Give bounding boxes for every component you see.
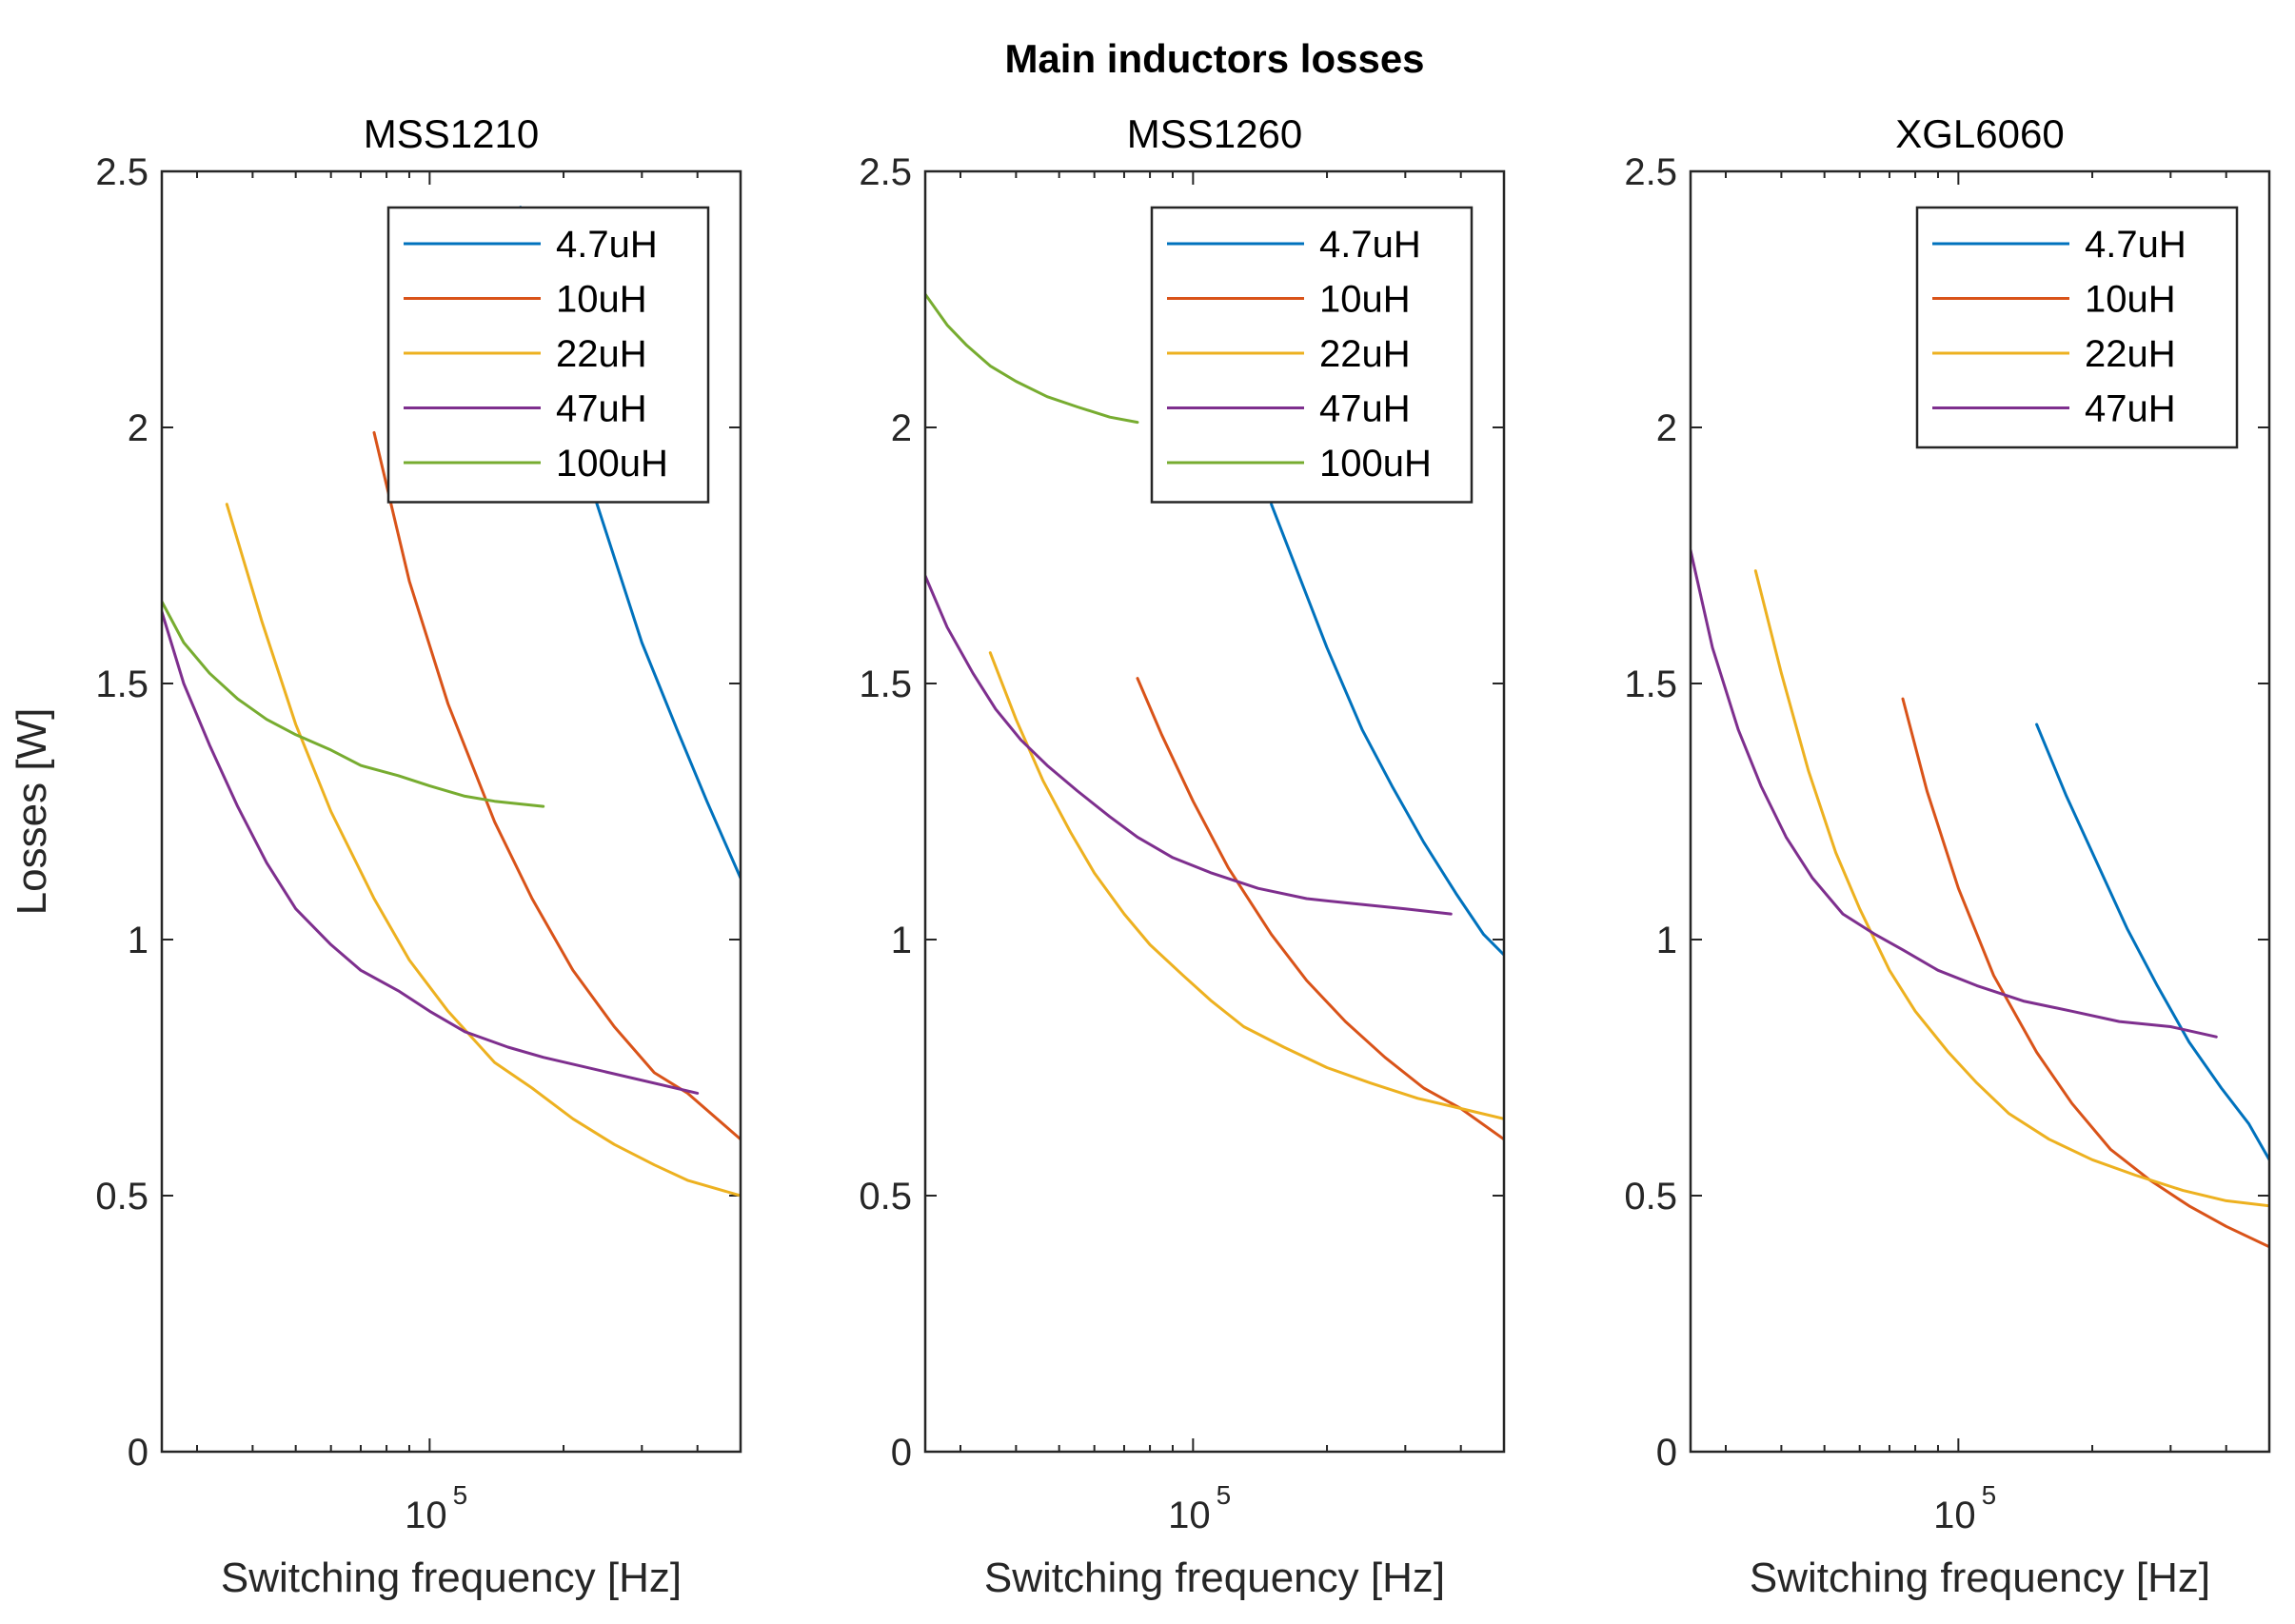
legend-label: 100uH: [556, 443, 668, 485]
x-tick-label-exponent: 5: [1982, 1480, 1997, 1510]
x-axis-label: Switching frequency [Hz]: [984, 1555, 1445, 1601]
series-line-4-7uH: [1270, 503, 1504, 957]
y-tick-label: 1: [1656, 920, 1677, 961]
y-tick-label: 2.5: [95, 151, 148, 193]
series-line-10uH: [1901, 697, 2269, 1249]
series-line-10uH: [372, 430, 741, 1141]
y-tick-label: 1: [891, 920, 912, 961]
legend-label: 47uH: [556, 388, 647, 430]
legend-label: 22uH: [1319, 333, 1411, 375]
series-line-22uH: [1753, 569, 2269, 1208]
x-axis-label: Switching frequency [Hz]: [221, 1555, 682, 1601]
subplot-mss1210: MSS1210 0 0.5 1 1.5 2 2.5 10 5 Switching frequenc…: [9, 111, 742, 1601]
series-line-4-7uH: [2035, 723, 2269, 1161]
series-line-10uH: [1136, 677, 1504, 1141]
y-tick-label: 2: [128, 407, 148, 449]
series-line-100uH: [162, 600, 545, 808]
series-line-22uH: [225, 503, 741, 1198]
legend-label: 100uH: [1319, 443, 1432, 485]
y-tick-label: 2: [891, 407, 912, 449]
axes-box: [1689, 169, 2271, 1454]
x-tick-label: 10: [405, 1495, 447, 1536]
x-axis-label: Switching frequency [Hz]: [1750, 1555, 2210, 1601]
series-lines: [1691, 548, 2269, 1249]
y-axis-label: Losses [W]: [9, 708, 55, 916]
y-tick-label: 1.5: [1624, 663, 1677, 705]
legend-label: 47uH: [2085, 388, 2176, 430]
y-tick-label: 0: [1656, 1432, 1677, 1474]
y-tick-label: 0.5: [1624, 1176, 1677, 1218]
x-tick-label: 10: [1933, 1495, 1976, 1536]
y-tick-label: 0: [891, 1432, 912, 1474]
subplot-title: MSS1260: [1127, 111, 1302, 156]
y-tick-label: 1: [128, 920, 148, 961]
legend-label: 47uH: [1319, 388, 1411, 430]
subplot-mss1260: MSS1260 0 0.5 1 1.5 2 2.5 10 5 Switching frequenc…: [859, 111, 1506, 1601]
legend-label: 10uH: [556, 279, 647, 321]
series-line-47uH: [1691, 548, 2218, 1039]
legend-label: 22uH: [556, 333, 647, 375]
legend-label: 4.7uH: [1319, 224, 1421, 266]
legend-label: 4.7uH: [556, 224, 658, 266]
series-line-47uH: [162, 610, 700, 1095]
y-tick-label: 0.5: [859, 1176, 912, 1218]
legend-label: 10uH: [2085, 279, 2176, 321]
x-tick-label-exponent: 5: [1217, 1480, 1232, 1510]
y-tick-label: 0.5: [95, 1176, 148, 1218]
figure-title: Main inductors losses: [1004, 36, 1424, 81]
axes-box: [160, 169, 742, 1454]
subplot-title: MSS1210: [364, 111, 539, 156]
x-tick-label: 10: [1168, 1495, 1211, 1536]
legend: 4.7uH 10uH 22uH 47uH 100uH: [1150, 206, 1474, 504]
series-lines: [162, 206, 741, 1198]
y-tick-label: 1.5: [859, 663, 912, 705]
legend-box: [386, 206, 710, 504]
legend-label: 4.7uH: [2085, 224, 2186, 266]
y-tick-label: 2.5: [859, 151, 912, 193]
y-tick-label: 2: [1656, 407, 1677, 449]
legend-box: [1150, 206, 1474, 504]
axes-box: [923, 169, 1506, 1454]
subplot-xgl6060: XGL6060 0 0.5 1 1.5 2 2.5 10 5 Switching frequenc…: [1624, 111, 2271, 1601]
series-line-100uH: [925, 292, 1139, 425]
x-tick-label-exponent: 5: [453, 1480, 468, 1510]
legend: 4.7uH 10uH 22uH 47uH: [1915, 206, 2239, 449]
series-line-47uH: [925, 574, 1453, 916]
subplot-title: XGL6060: [1895, 111, 2064, 156]
series-line-22uH: [988, 651, 1504, 1120]
y-tick-label: 2.5: [1624, 151, 1677, 193]
y-tick-label: 1.5: [95, 663, 148, 705]
legend: 4.7uH 10uH 22uH 47uH 100uH: [386, 206, 710, 504]
legend-label: 10uH: [1319, 279, 1411, 321]
legend-label: 22uH: [2085, 333, 2176, 375]
series-lines: [925, 292, 1504, 1141]
y-tick-label: 0: [128, 1432, 148, 1474]
